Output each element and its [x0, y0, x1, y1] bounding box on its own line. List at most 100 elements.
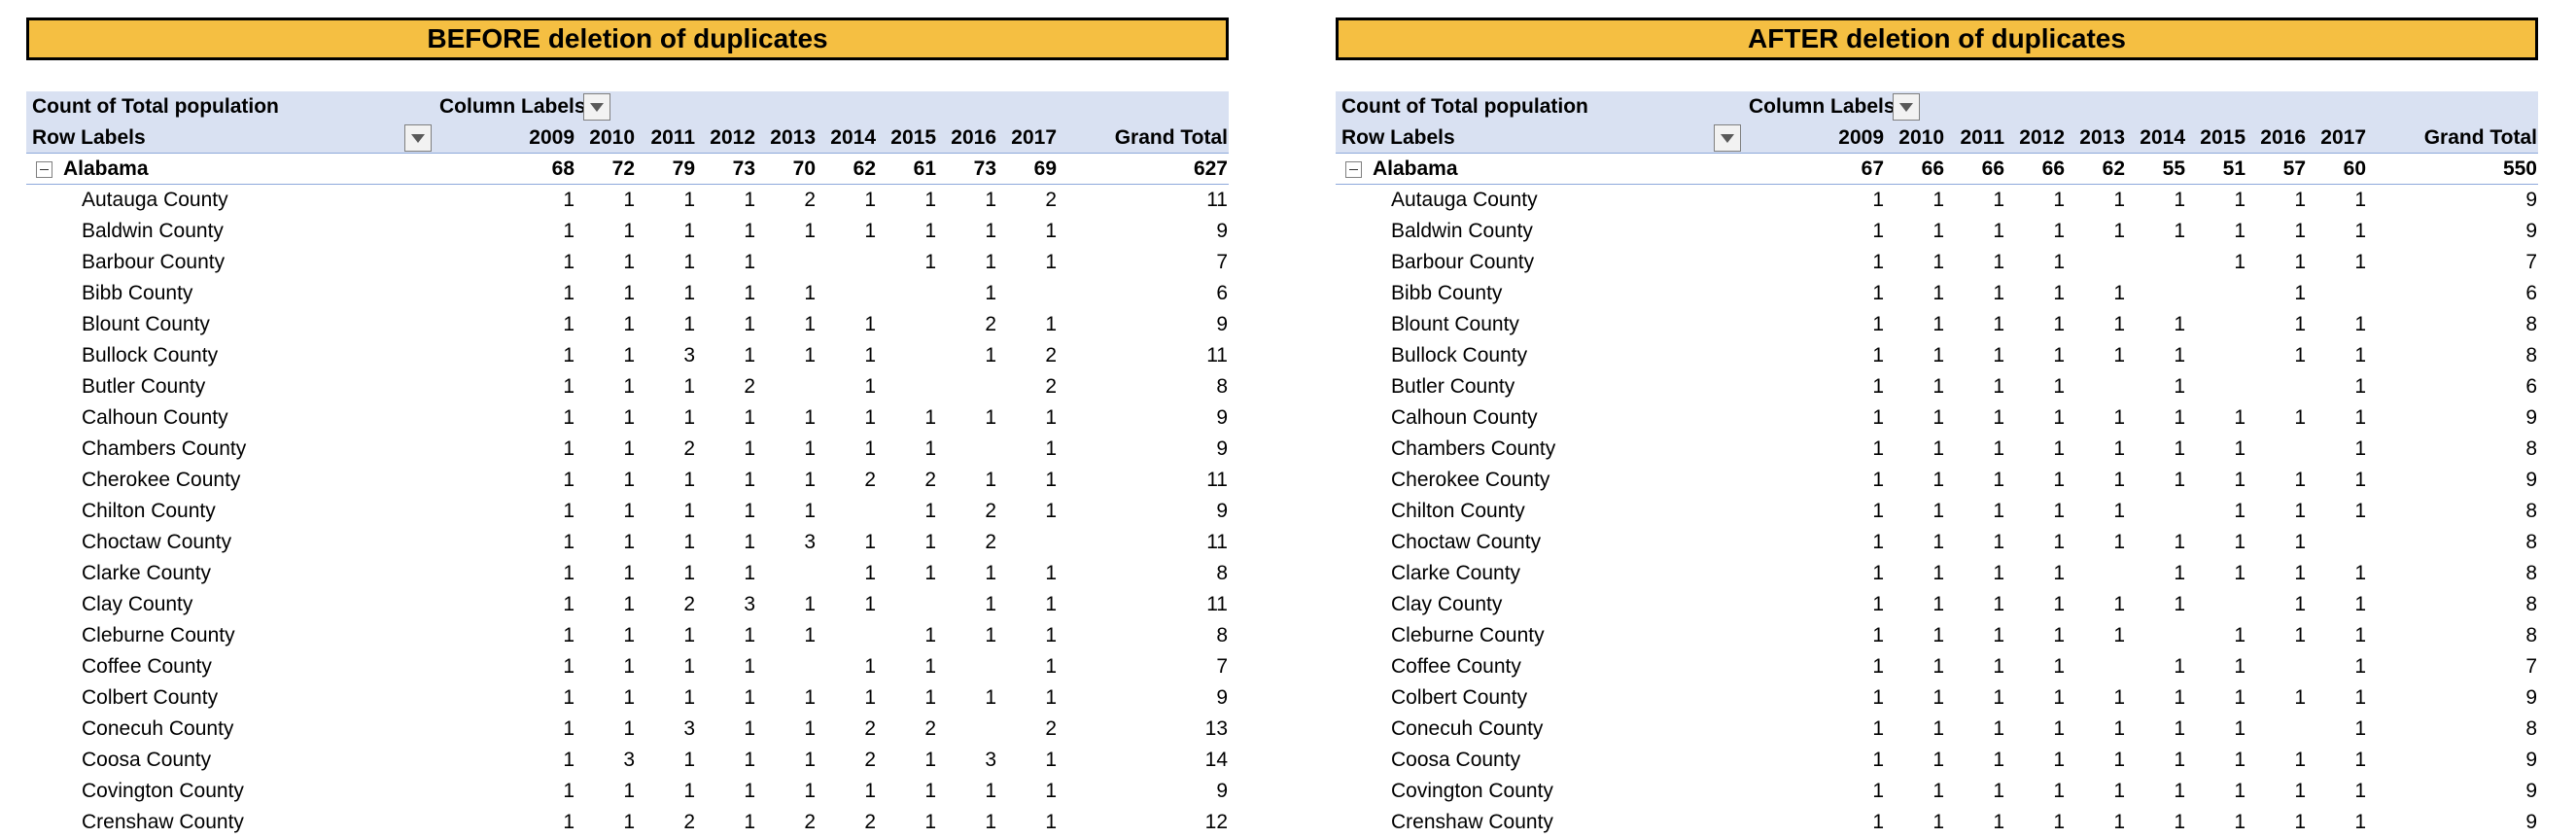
- collapse-icon[interactable]: [36, 161, 52, 178]
- table-row: Cleburne County 1 1 1 1 1 1 1 1 8: [26, 620, 1229, 651]
- grand-total-header: Grand Total: [1114, 126, 1228, 149]
- table-cell: 1: [1993, 282, 2004, 304]
- table-cell: 1: [2294, 780, 2306, 802]
- county-rows: Autauga County 1 1 1 1 2 1 1 1 2 11 Baldwin County 1…: [26, 185, 1229, 838]
- table-cell: 1: [1872, 531, 1884, 553]
- table-cell: 1: [864, 686, 876, 709]
- table-cell: 1: [744, 282, 755, 304]
- table-cell: 1: [744, 220, 755, 242]
- table-cell: 2: [924, 717, 936, 740]
- table-row: Covington County 1 1 1 1 1 1 1 1 1 9: [1336, 776, 2538, 807]
- row-grand-total: 8: [1216, 562, 1228, 584]
- dropdown-arrow-icon: [411, 133, 425, 143]
- table-cell: 1: [2354, 562, 2366, 584]
- row-labels-filter-dropdown[interactable]: [404, 124, 432, 152]
- table-cell: 1: [2354, 469, 2366, 491]
- table-cell: 1: [1872, 469, 1884, 491]
- table-cell: 1: [864, 406, 876, 429]
- table-cell: 1: [1993, 189, 2004, 211]
- table-cell: 1: [623, 500, 635, 522]
- row-grand-total: 8: [2525, 531, 2537, 553]
- table-cell: 2: [985, 500, 996, 522]
- table-cell: 1: [744, 717, 755, 740]
- column-labels-filter-dropdown[interactable]: [583, 93, 610, 121]
- group-cell: 51: [2222, 157, 2245, 180]
- county-label: Coffee County: [82, 655, 212, 678]
- table-cell: 1: [2174, 593, 2185, 615]
- pivot-panel-before: BEFORE deletion of duplicates Count of T…: [26, 17, 1229, 838]
- table-cell: 3: [683, 344, 695, 367]
- row-grand-total: 6: [2525, 282, 2537, 304]
- table-cell: 1: [804, 686, 816, 709]
- table-cell: 1: [864, 220, 876, 242]
- table-cell: 1: [1872, 406, 1884, 429]
- table-cell: 1: [2234, 686, 2245, 709]
- collapse-icon[interactable]: [1345, 161, 1362, 178]
- table-cell: 1: [804, 282, 816, 304]
- table-cell: 1: [1932, 531, 1944, 553]
- table-cell: 1: [2113, 313, 2125, 335]
- table-cell: 3: [985, 749, 996, 771]
- table-row: Conecuh County 1 1 3 1 1 2 2 2 13: [26, 714, 1229, 745]
- table-cell: 1: [2053, 406, 2065, 429]
- table-cell: 1: [2113, 749, 2125, 771]
- table-cell: 1: [1872, 780, 1884, 802]
- county-label: Blount County: [1391, 313, 1519, 335]
- county-label: Cleburne County: [1391, 624, 1545, 646]
- dropdown-arrow-icon: [1721, 133, 1734, 143]
- table-cell: 1: [2174, 437, 2185, 460]
- row-grand-total: 9: [2525, 811, 2537, 833]
- table-cell: 2: [864, 469, 876, 491]
- column-labels-filter-dropdown[interactable]: [1893, 93, 1920, 121]
- table-cell: 1: [623, 780, 635, 802]
- count-of-label: Count of Total population: [1341, 95, 1588, 118]
- table-cell: 1: [804, 500, 816, 522]
- table-cell: 1: [2294, 251, 2306, 273]
- table-cell: 1: [1045, 406, 1057, 429]
- table-cell: 1: [2234, 811, 2245, 833]
- group-label: Alabama: [1373, 157, 1458, 180]
- row-grand-total: 9: [2525, 749, 2537, 771]
- table-cell: 1: [924, 500, 936, 522]
- year-header: 2011: [650, 126, 695, 149]
- table-cell: 1: [1045, 251, 1057, 273]
- table-row: Cherokee County 1 1 1 1 1 1 1 1 1 9: [1336, 465, 2538, 496]
- table-row: Butler County 1 1 1 1 1 1 6: [1336, 371, 2538, 402]
- table-row: Conecuh County 1 1 1 1 1 1 1 1 8: [1336, 714, 2538, 745]
- table-cell: 1: [623, 437, 635, 460]
- table-cell: 1: [2053, 282, 2065, 304]
- table-cell: 1: [804, 593, 816, 615]
- table-cell: 1: [985, 593, 996, 615]
- table-cell: 1: [623, 251, 635, 273]
- row-labels-label: Row Labels: [1341, 126, 1455, 149]
- table-cell: 2: [1045, 375, 1057, 398]
- county-label: Colbert County: [1391, 686, 1528, 709]
- table-cell: 1: [2294, 344, 2306, 367]
- table-cell: 1: [2294, 313, 2306, 335]
- table-row: Chilton County 1 1 1 1 1 1 2 1 9: [26, 496, 1229, 527]
- table-cell: 1: [1872, 313, 1884, 335]
- table-row: Baldwin County 1 1 1 1 1 1 1 1 1 9: [1336, 216, 2538, 247]
- table-cell: 1: [2354, 313, 2366, 335]
- table-cell: 1: [744, 344, 755, 367]
- row-labels-filter-dropdown[interactable]: [1714, 124, 1741, 152]
- table-cell: 2: [683, 811, 695, 833]
- year-header: 2016: [2260, 126, 2306, 149]
- table-cell: 1: [1932, 469, 1944, 491]
- table-cell: 1: [1872, 344, 1884, 367]
- table-cell: 1: [2113, 437, 2125, 460]
- table-cell: 1: [1045, 562, 1057, 584]
- table-cell: 1: [744, 251, 755, 273]
- table-row: Bibb County 1 1 1 1 1 1 6: [26, 278, 1229, 309]
- table-cell: 1: [623, 811, 635, 833]
- table-cell: 1: [1932, 406, 1944, 429]
- table-cell: 1: [1045, 780, 1057, 802]
- pivot-panel-after: AFTER deletion of duplicates Count of To…: [1336, 17, 2538, 838]
- table-cell: 1: [804, 406, 816, 429]
- table-cell: 1: [2234, 437, 2245, 460]
- group-cell: 66: [1921, 157, 1944, 180]
- table-cell: 1: [683, 655, 695, 678]
- pivot-header-row-2: Row Labels 2009 2010 2011 2012 2013 2014 2015 2…: [1336, 122, 2538, 154]
- table-cell: 1: [2354, 500, 2366, 522]
- table-row: Covington County 1 1 1 1 1 1 1 1 1 9: [26, 776, 1229, 807]
